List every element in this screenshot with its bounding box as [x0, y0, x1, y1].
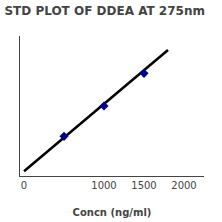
svg-text:STD PLOT OF DDEA AT 275nm: STD PLOT OF DDEA AT 275nm — [4, 4, 205, 18]
svg-text:1000: 1000 — [91, 180, 116, 191]
svg-text:2000: 2000 — [171, 180, 196, 191]
svg-text:1500: 1500 — [131, 180, 156, 191]
svg-text:Concn (ng/ml): Concn (ng/ml) — [73, 207, 152, 218]
svg-text:0: 0 — [21, 180, 27, 191]
